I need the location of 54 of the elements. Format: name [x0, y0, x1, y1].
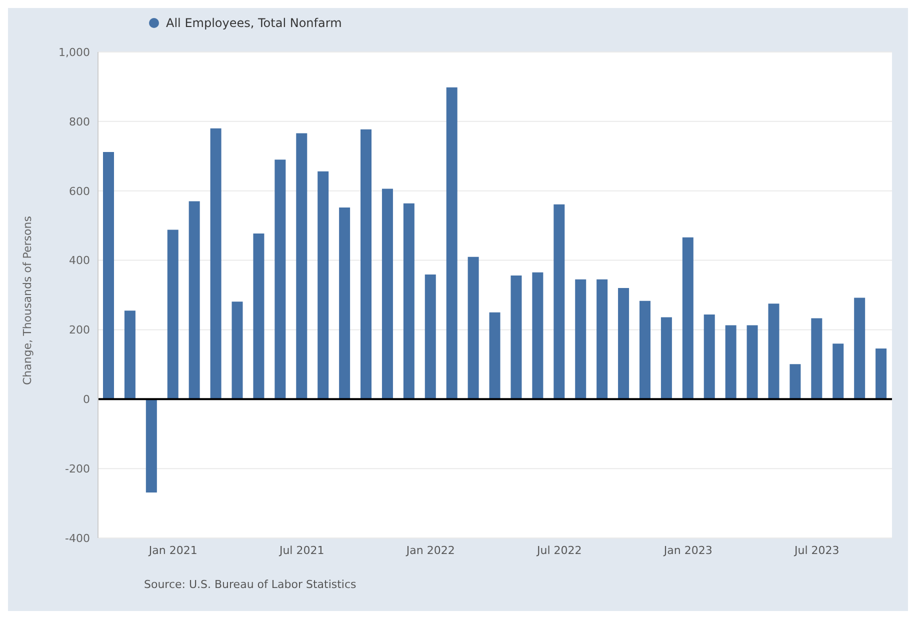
bar — [639, 300, 650, 400]
bar — [210, 128, 222, 400]
bar — [854, 298, 866, 400]
bar — [660, 317, 672, 400]
y-tick-label: -400 — [65, 532, 90, 545]
bar — [360, 129, 372, 400]
bar — [554, 204, 565, 400]
x-tick-label: Jul 2022 — [536, 544, 582, 557]
bar — [146, 399, 157, 493]
bar — [468, 256, 479, 400]
bar — [489, 312, 500, 400]
x-tick-label: Jul 2023 — [794, 544, 840, 557]
bar — [768, 304, 780, 400]
bar — [832, 344, 844, 400]
bar — [532, 272, 544, 400]
bar — [618, 288, 630, 400]
x-tick-label: Jan 2022 — [405, 544, 455, 557]
y-tick-label: 600 — [69, 184, 90, 198]
y-tick-label: 0 — [83, 393, 90, 406]
y-tick-label: 400 — [69, 254, 90, 268]
legend-label: All Employees, Total Nonfarm — [166, 16, 342, 30]
bar — [403, 203, 414, 400]
bar — [704, 314, 715, 400]
bar — [339, 208, 350, 400]
bar — [124, 310, 136, 400]
y-tick-label: 200 — [69, 324, 90, 337]
y-axis-title: Change, Thousands of Persons — [20, 216, 34, 385]
bar — [253, 234, 264, 400]
bar — [424, 274, 436, 400]
source-note: Source: U.S. Bureau of Labor Statistics — [144, 578, 356, 591]
bar — [318, 171, 329, 400]
bar — [296, 133, 308, 400]
bar — [811, 318, 822, 400]
bar — [167, 230, 178, 400]
x-tick-label: Jul 2021 — [278, 544, 324, 557]
bar — [382, 188, 393, 400]
bar — [876, 348, 887, 400]
bar — [103, 152, 114, 400]
bar — [510, 276, 522, 400]
y-tick-label: 1,000 — [58, 46, 90, 59]
bar — [725, 325, 736, 400]
bar — [596, 279, 608, 400]
x-tick-label: Jan 2023 — [662, 544, 712, 557]
bar — [232, 302, 243, 400]
bar — [446, 87, 458, 400]
x-tick-label: Jan 2021 — [148, 544, 198, 557]
bar — [188, 201, 200, 400]
bar — [682, 237, 694, 400]
y-tick-label: -200 — [65, 462, 90, 476]
bar — [790, 364, 801, 400]
bar — [274, 160, 286, 400]
bar — [746, 325, 758, 400]
bar — [575, 279, 586, 400]
y-tick-label: 800 — [69, 115, 90, 128]
